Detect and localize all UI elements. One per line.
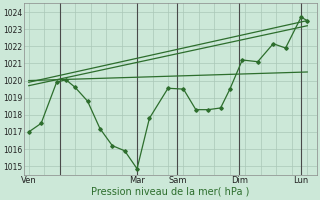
X-axis label: Pression niveau de la mer( hPa ): Pression niveau de la mer( hPa ) xyxy=(91,187,250,197)
